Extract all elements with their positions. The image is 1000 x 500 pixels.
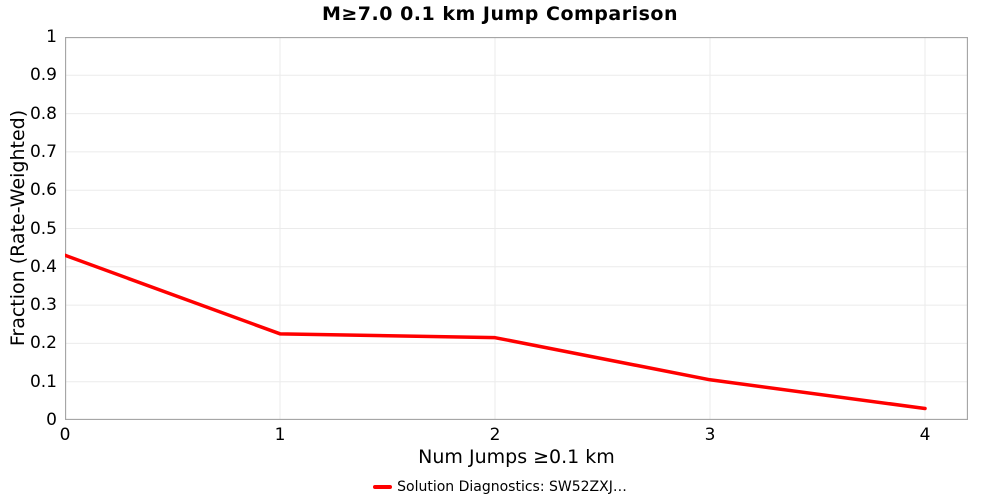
y-tick-label: 0.8 [29, 103, 57, 124]
y-tick-label: 0.6 [29, 180, 57, 201]
data-line [63, 253, 927, 411]
line-plot-svg [63, 36, 969, 421]
x-tick-label: 2 [489, 425, 501, 445]
plot-border [64, 36, 969, 421]
y-tick-label: 0.5 [29, 218, 57, 239]
plot-area [63, 36, 969, 421]
legend-line-swatch [373, 485, 393, 489]
x-tick-label: 4 [919, 425, 931, 445]
y-tick-label: 0.3 [29, 295, 57, 316]
y-tick-label: 0.2 [29, 333, 57, 354]
x-axis-label: Num Jumps ≥0.1 km [418, 446, 615, 468]
y-tick-label: 0.7 [29, 141, 57, 162]
y-tick-label: 0.1 [29, 371, 57, 392]
x-tick-label: 3 [704, 425, 716, 445]
y-tick-label: 0 [46, 410, 57, 430]
legend: Solution Diagnostics: SW52ZXJ… [0, 479, 1000, 495]
legend-label: Solution Diagnostics: SW52ZXJ… [397, 479, 627, 495]
chart-title: M≥7.0 0.1 km Jump Comparison [321, 3, 679, 25]
y-tick-label: 0.4 [29, 256, 57, 277]
x-tick-label: 0 [59, 425, 71, 445]
y-tick-label: 0.9 [29, 65, 57, 86]
y-tick-label: 1 [46, 27, 57, 47]
x-tick-label: 1 [274, 425, 286, 445]
